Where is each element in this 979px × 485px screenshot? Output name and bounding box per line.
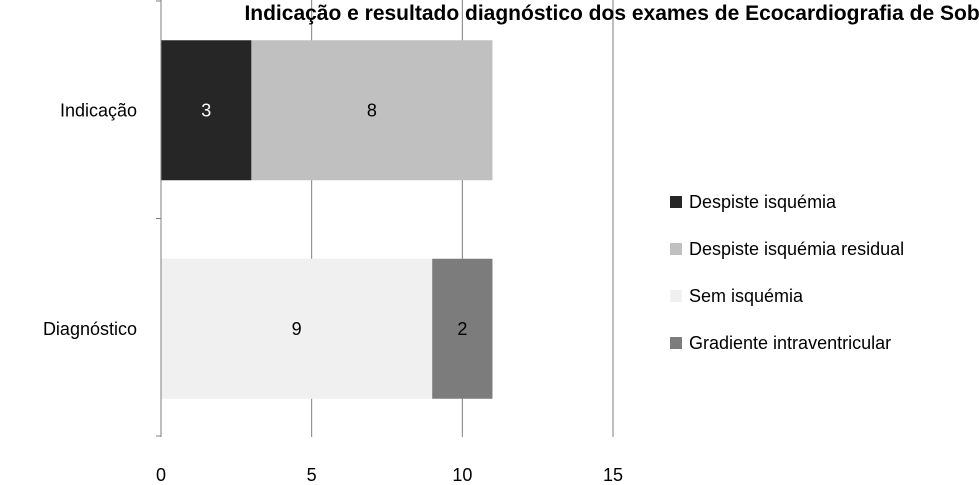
category-label-indicacao: Indicação xyxy=(60,100,137,120)
legend-label-sem-isquemia: Sem isquémia xyxy=(689,286,804,306)
chart-title: Indicação e resultado diagnóstico dos ex… xyxy=(244,2,979,25)
legend-swatch-despiste-isquemia xyxy=(670,196,682,208)
bars xyxy=(161,40,493,399)
x-tick-label-10: 10 xyxy=(452,465,472,485)
data-label-diagnostico-sem-isquemia: 9 xyxy=(292,319,302,339)
bar-diagnostico-gradiente-intraventricular xyxy=(432,258,493,399)
x-tick-labels: 0 5 10 15 xyxy=(156,465,623,485)
axes xyxy=(156,0,162,437)
legend-label-despiste-isquemia: Despiste isquémia xyxy=(689,192,837,212)
x-tick-label-5: 5 xyxy=(307,465,317,485)
category-labels: Indicação Diagnóstico xyxy=(43,100,137,339)
bar-indicacao-despiste-isquemia xyxy=(161,40,252,181)
legend: Despiste isquémia Despiste isquémia resid… xyxy=(670,192,904,353)
legend-swatch-despiste-isquemia-residual xyxy=(670,243,682,255)
legend-swatch-sem-isquemia xyxy=(670,290,682,302)
bar-diagnostico-sem-isquemia xyxy=(161,258,433,399)
data-label-diagnostico-gradiente-intraventricular: 2 xyxy=(457,319,467,339)
data-label-indicacao-despiste-isquemia-residual: 8 xyxy=(367,100,377,120)
data-label-indicacao-despiste-isquemia: 3 xyxy=(201,100,211,120)
x-tick-label-15: 15 xyxy=(603,465,623,485)
legend-swatch-gradiente-intraventricular xyxy=(670,337,682,349)
legend-label-gradiente-intraventricular: Gradiente intraventricular xyxy=(689,333,891,353)
data-labels: 3 8 9 2 xyxy=(201,100,467,339)
category-label-diagnostico: Diagnóstico xyxy=(43,319,137,339)
legend-label-despiste-isquemia-residual: Despiste isquémia residual xyxy=(689,239,904,259)
x-tick-label-0: 0 xyxy=(156,465,166,485)
bar-indicacao-despiste-isquemia-residual xyxy=(251,40,493,181)
